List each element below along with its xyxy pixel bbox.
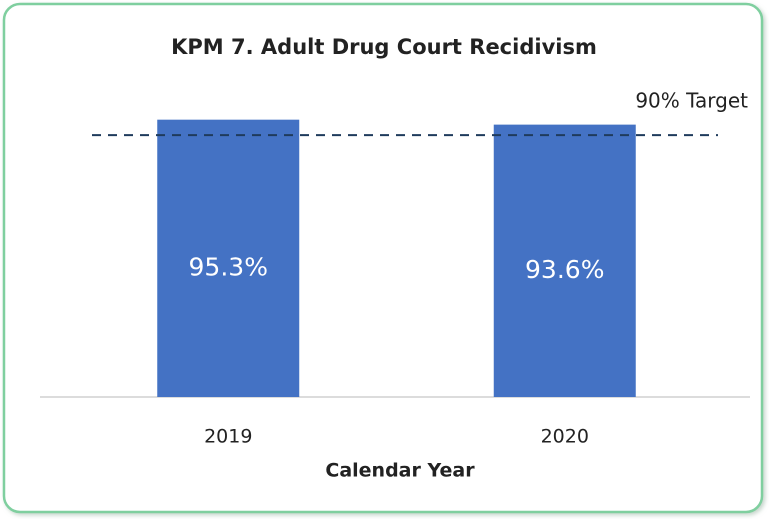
x-tick-label: 2019 — [204, 426, 252, 448]
x-tick-label: 2020 — [541, 426, 589, 448]
chart-frame — [2, 2, 764, 514]
x-axis-title: Calendar Year — [325, 460, 475, 482]
bar — [157, 119, 300, 397]
bar — [493, 124, 636, 398]
target-label: 90% Target — [635, 89, 748, 113]
data-label: 95.3% — [189, 252, 268, 281]
data-label: 93.6% — [525, 255, 604, 284]
chart-title: KPM 7. Adult Drug Court Recidivism — [171, 35, 597, 59]
